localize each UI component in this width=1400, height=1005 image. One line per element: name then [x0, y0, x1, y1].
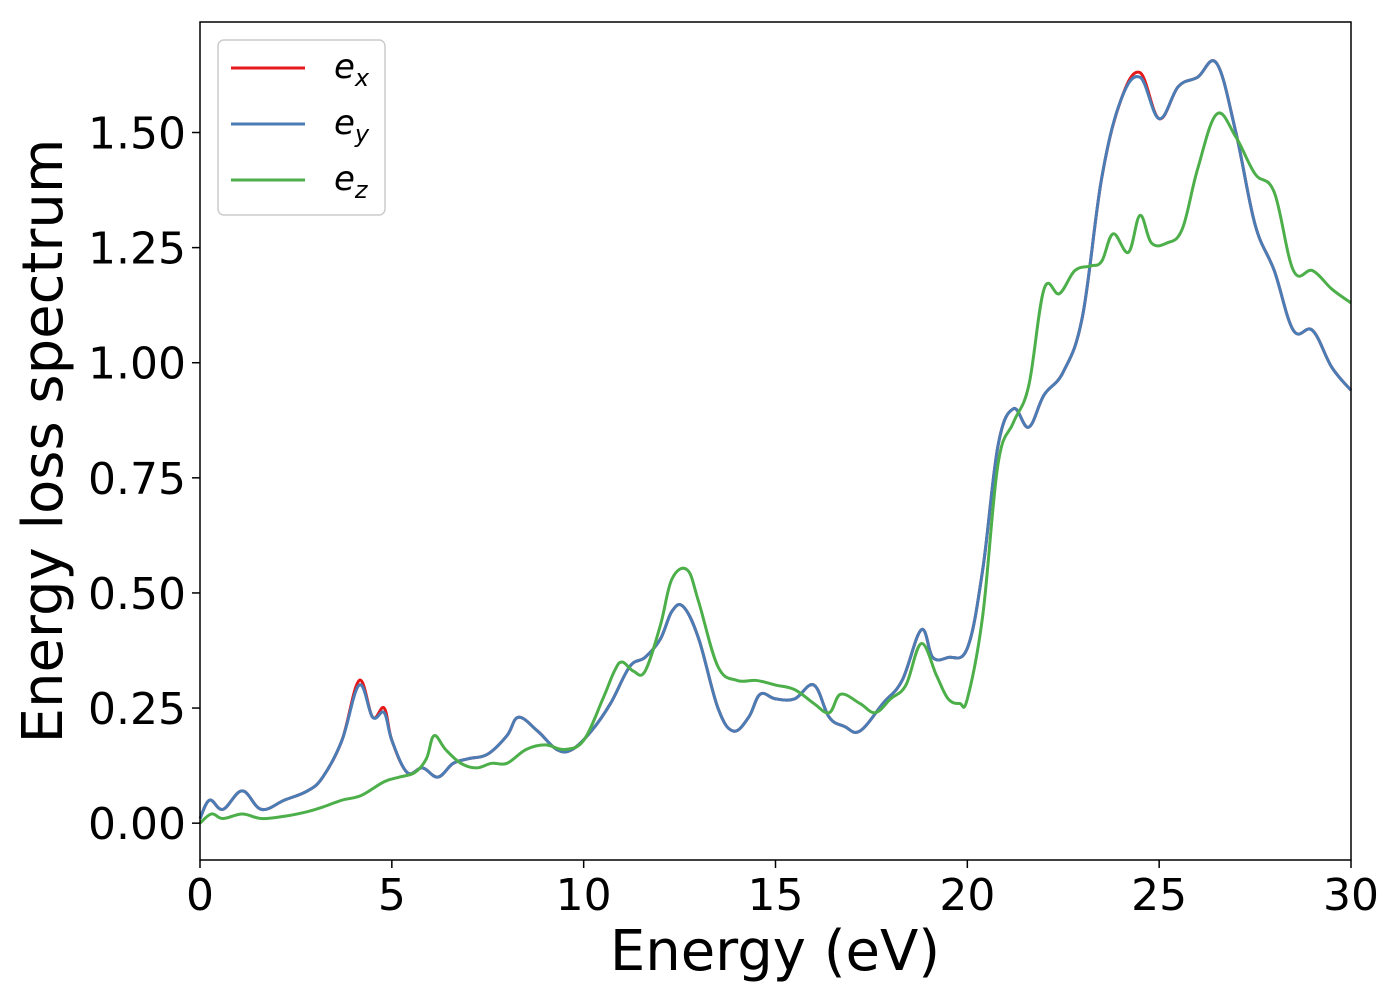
y-tick-label: 0.25 [88, 684, 186, 735]
x-tick-label: 0 [186, 870, 214, 921]
y-tick-label: 1.50 [88, 109, 186, 160]
y-tick-label: 0.75 [88, 454, 186, 505]
legend-box [217, 39, 386, 216]
legend-label-x: ex [334, 47, 370, 92]
x-axis-ticks: 0 5 10 15 20 25 30 [186, 860, 1379, 921]
plot-frame [199, 21, 1352, 861]
y-tick-label: 0.00 [88, 799, 186, 850]
x-tick-label: 15 [748, 870, 804, 921]
y-tick-label: 1.25 [88, 224, 186, 275]
x-tick-label: 10 [556, 870, 612, 921]
legend: ex ey ez [217, 39, 386, 216]
series-layer [198, 59, 1353, 825]
x-tick-label: 30 [1323, 870, 1379, 921]
x-tick-label: 5 [378, 870, 406, 921]
legend-label-y: ey [334, 103, 370, 148]
y-tick-label: 1.00 [88, 339, 186, 390]
y-axis-ticks: 0.00 0.25 0.50 0.75 1.00 1.25 1.50 [88, 109, 200, 850]
series-line-z [198, 111, 1352, 825]
y-tick-label: 0.50 [88, 569, 186, 620]
series-line-y [198, 59, 1353, 820]
plot-background [200, 22, 1351, 860]
x-tick-label: 20 [939, 870, 995, 921]
y-axis-title: Energy loss spectrum [11, 139, 76, 744]
x-tick-label: 25 [1131, 870, 1187, 921]
x-axis-title: Energy (eV) [610, 919, 940, 984]
legend-label-z: ez [334, 159, 369, 204]
